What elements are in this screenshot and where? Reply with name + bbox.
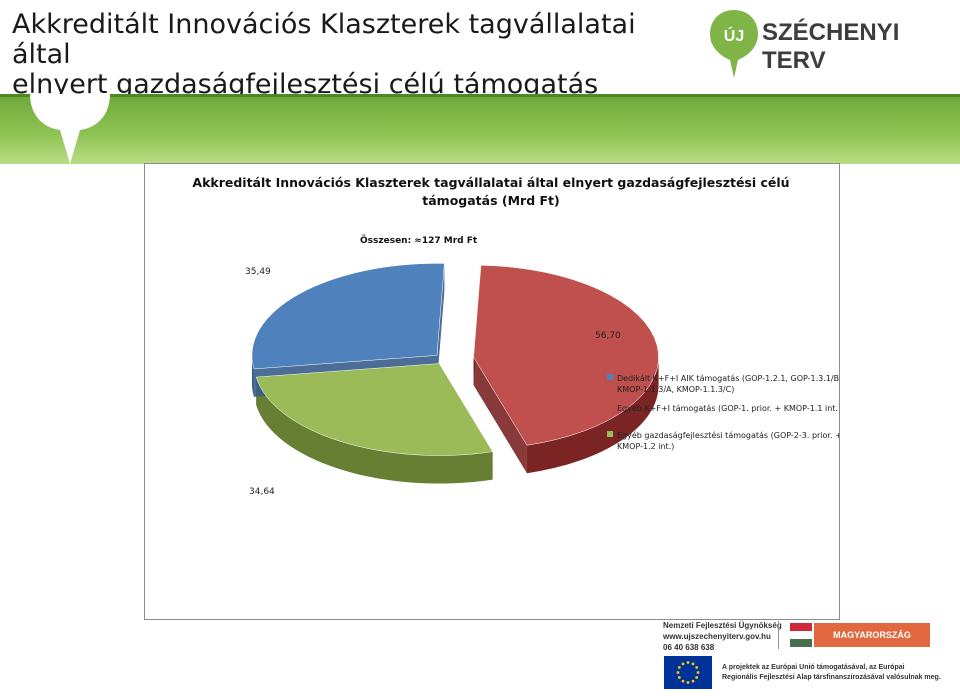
pie-chart: Akkreditált Innovációs Klaszterek tagvál… xyxy=(192,175,839,497)
pie-slice-1 xyxy=(473,265,659,446)
eu-star xyxy=(677,666,681,669)
agency-name: Nemzeti Fejlesztési Ügynökség xyxy=(663,621,782,630)
eu-star xyxy=(691,662,695,666)
slide-title: Akkreditált Innovációs Klaszterek tagvál… xyxy=(12,10,692,100)
agency-phone: 06 40 638 638 xyxy=(663,643,715,652)
chart-title-line1: Akkreditált Innovációs Klaszterek tagvál… xyxy=(192,175,789,190)
eu-funding-note: A projektek az Európai Unió támogatásáva… xyxy=(722,663,941,683)
legend-label-1: Egyéb K+F+I támogatás (GOP-1. prior. + K… xyxy=(617,403,839,413)
szechenyi-logo-pin-icon: ÚJ xyxy=(710,10,758,78)
eu-star xyxy=(686,681,690,684)
eu-star xyxy=(677,676,681,679)
logo-text: SZÉCHENYI TERV xyxy=(762,19,900,74)
footer-divider xyxy=(778,621,779,649)
chart-title-line2: támogatás (Mrd Ft) xyxy=(422,193,559,208)
eu-note-line2: Regionális Fejlesztési Alap társfinanszí… xyxy=(722,674,941,681)
eu-star xyxy=(695,666,699,669)
eu-star xyxy=(681,679,685,683)
pie-slice-side-2 xyxy=(256,377,493,484)
chart-subtitle: Összesen: ≈127 Mrd Ft xyxy=(360,235,478,246)
chart-legend: Dedikált K+F+I AIK támogatás (GOP-1.2.1,… xyxy=(607,374,839,451)
legend-label-2: Egyéb gazdaságfejlesztési támogatás (GOP… xyxy=(617,430,839,440)
eu-star xyxy=(681,662,685,666)
pie-slice-side-1 xyxy=(526,357,659,474)
pie-slice-cut-1-1 xyxy=(473,357,527,474)
logo-pin-text: ÚJ xyxy=(724,26,744,45)
legend-swatch-2 xyxy=(607,431,613,437)
magyarorszag-megujul-badge: MAGYARORSZÁG MEGÚJUL xyxy=(814,623,930,664)
eu-star xyxy=(696,671,700,674)
eu-star xyxy=(695,676,699,679)
agency-website: www.ujszechenyiterv.gov.hu xyxy=(663,632,771,641)
data-label-1: 56,70 xyxy=(595,331,621,341)
data-label-2: 34,64 xyxy=(249,487,275,497)
pie-slice-cut-0-1 xyxy=(436,263,445,384)
eu-star xyxy=(676,671,680,674)
pie-slice-side-0 xyxy=(251,355,254,397)
chart-container: Akkreditált Innovációs Klaszterek tagvál… xyxy=(144,163,840,620)
eu-flag-icon xyxy=(664,656,712,689)
eu-star xyxy=(686,661,690,664)
legend-swatch-1 xyxy=(607,404,613,410)
pie-slices xyxy=(251,263,659,484)
pie-data-labels: 56,70 34,64 35,49 xyxy=(245,267,621,497)
legend-label-cont-2: KMOP-1.2 int.) xyxy=(617,442,674,451)
green-header-band xyxy=(0,94,960,164)
eu-star xyxy=(691,679,695,683)
eu-note-line1: A projektek az Európai Unió támogatásáva… xyxy=(722,664,905,671)
hungarian-flag-icon xyxy=(790,623,812,647)
agency-info: Nemzeti Fejlesztési Ügynökség www.ujszec… xyxy=(663,620,782,653)
pie-slice-0 xyxy=(251,263,445,370)
data-label-0: 35,49 xyxy=(245,267,271,277)
legend-swatch-0 xyxy=(607,374,613,380)
pie-slice-2 xyxy=(255,363,493,456)
slide-title-line1: Akkreditált Innovációs Klaszterek tagvál… xyxy=(12,9,636,70)
legend-label-0: Dedikált K+F+I AIK támogatás (GOP-1.2.1,… xyxy=(617,374,839,383)
legend-label-cont-0: KMOP-1.1.3/A, KMOP-1.1.3/C) xyxy=(617,385,734,394)
